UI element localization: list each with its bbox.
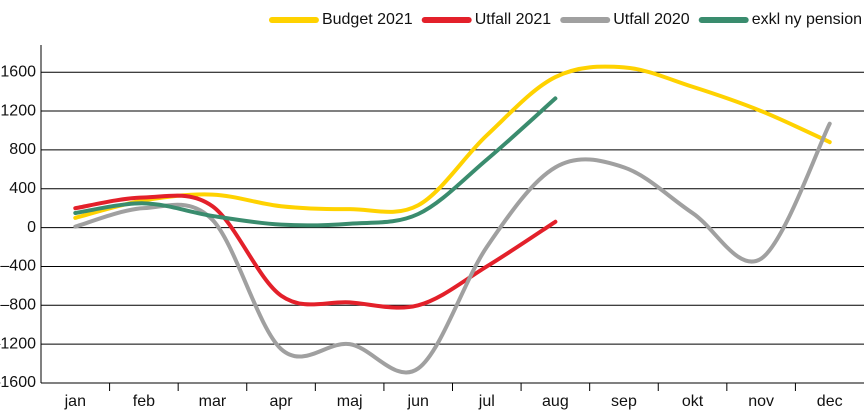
line: [73, 193, 558, 310]
x-tick-label: jan: [64, 393, 86, 410]
x-tick-label: aug: [542, 393, 569, 410]
line: [73, 96, 558, 228]
y-tick-label: 1600: [0, 63, 36, 80]
x-tick-label: okt: [682, 393, 704, 410]
y-tick-label: 400: [9, 180, 36, 197]
legend-label: exkl ny pension: [752, 11, 862, 28]
x-tick-label: feb: [133, 393, 155, 410]
y-tick-label: 1200: [0, 102, 36, 119]
y-tick-label: –1600: [0, 374, 36, 391]
x-tick-label: apr: [269, 393, 293, 410]
x-tick-label: mar: [199, 393, 227, 410]
y-tick-label: –1200: [0, 335, 36, 352]
line: [73, 121, 832, 375]
line: [73, 64, 832, 220]
y-tick-label: –400: [0, 258, 36, 275]
y-tick-label: 800: [9, 141, 36, 158]
legend-label: Utfall 2021: [475, 11, 552, 28]
x-tick-label: jul: [478, 393, 495, 410]
x-tick-label: sep: [611, 393, 637, 410]
y-tick-label: 0: [27, 219, 36, 236]
x-tick-label: maj: [337, 393, 363, 410]
legend-label: Utfall 2020: [613, 11, 690, 28]
x-tick-label: dec: [817, 393, 843, 410]
legend-label: Budget 2021: [322, 11, 413, 28]
x-tick-label: nov: [748, 393, 774, 410]
y-tick-label: –800: [0, 297, 36, 314]
x-tick-label: jun: [407, 393, 429, 410]
